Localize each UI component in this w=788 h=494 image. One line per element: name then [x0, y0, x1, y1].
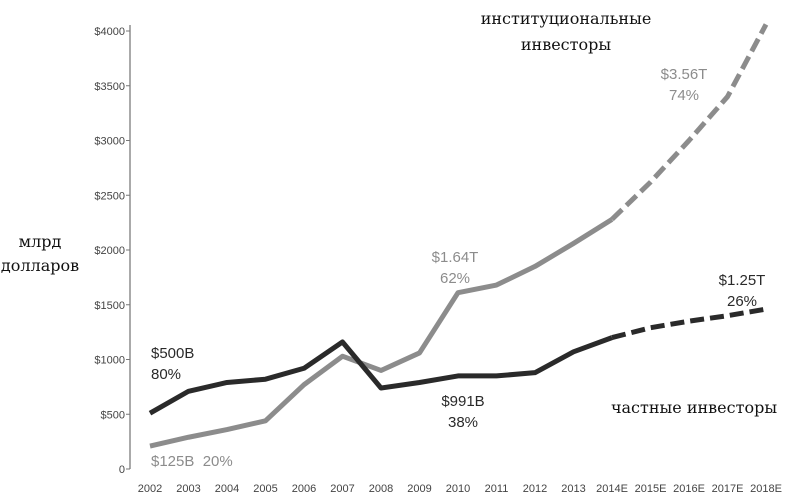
x-tick-label: 2003 — [176, 483, 200, 494]
x-tick-label: 2014E — [596, 483, 628, 494]
annotation-label: $1.25T — [719, 272, 766, 289]
x-tick-label: 2008 — [369, 483, 393, 494]
annotation-label: 38% — [448, 414, 478, 431]
annotation-label: $1.64T — [432, 249, 479, 266]
y-tick-label: $2000 — [94, 245, 125, 257]
y-axis-label-line-2: долларов — [1, 256, 79, 275]
x-tick-label: 2012 — [523, 483, 547, 494]
y-tick-label: $500 — [101, 409, 125, 421]
institutional-series-line — [149, 217, 614, 449]
x-tick-label: 2010 — [446, 483, 470, 494]
x-tick-label: 2011 — [485, 483, 509, 494]
y-axis-label-line-1: млрд — [19, 232, 62, 251]
x-tick-label: 2013 — [561, 483, 585, 494]
annotation-label: $3.56T — [661, 66, 708, 83]
annotation-label: 80% — [151, 366, 181, 383]
y-tick-label: $2500 — [94, 190, 125, 202]
institutional-series-label-line-1: институциональные — [481, 9, 652, 28]
y-tick-label: $3000 — [94, 136, 125, 148]
x-tick-label: 2017E — [712, 483, 744, 494]
annotation-label: 62% — [440, 270, 470, 287]
x-tick-label: 2004 — [215, 483, 239, 494]
private-series-line — [148, 335, 613, 416]
institutional-projection-line — [610, 23, 769, 222]
y-tick-label: $1500 — [94, 300, 125, 312]
x-tick-label: 2016E — [673, 483, 705, 494]
institutional-series-label-line-2: инвесторы — [521, 35, 611, 54]
x-tick-label: 2002 — [138, 483, 162, 494]
annotation-label: 26% — [727, 293, 757, 310]
y-tick-labels: 0 $500 $1000 $1500 $2000 $2500 $3000 $3500 $4000 — [94, 26, 130, 476]
x-tick-label: 2005 — [253, 483, 277, 494]
y-tick-label: 0 — [119, 464, 125, 476]
x-tick-label: 2009 — [407, 483, 431, 494]
annotation-label: $991B — [441, 393, 484, 410]
annotations: $500B 80% $125B 20% $1.64T 62% $991B 38% $3.56T… — [151, 66, 765, 470]
x-tick-label: 2018E — [750, 483, 782, 494]
y-tick-label: $3500 — [94, 81, 125, 93]
annotation-label: $500B — [151, 345, 194, 362]
x-tick-label: 2015E — [635, 483, 667, 494]
private-projection-line — [611, 306, 767, 341]
annotation-label: $125B 20% — [151, 453, 233, 470]
x-tick-label: 2006 — [292, 483, 316, 494]
series-layer — [148, 23, 769, 449]
y-tick-label: $1000 — [94, 355, 125, 367]
annotation-label: 74% — [669, 87, 699, 104]
x-tick-label: 2007 — [330, 483, 354, 494]
private-series-label: частные инвесторы — [611, 398, 777, 417]
x-tick-labels: 2002 2003 2004 2005 2006 2007 2008 2009 2010 2011… — [138, 483, 782, 494]
y-tick-label: $4000 — [94, 26, 125, 38]
